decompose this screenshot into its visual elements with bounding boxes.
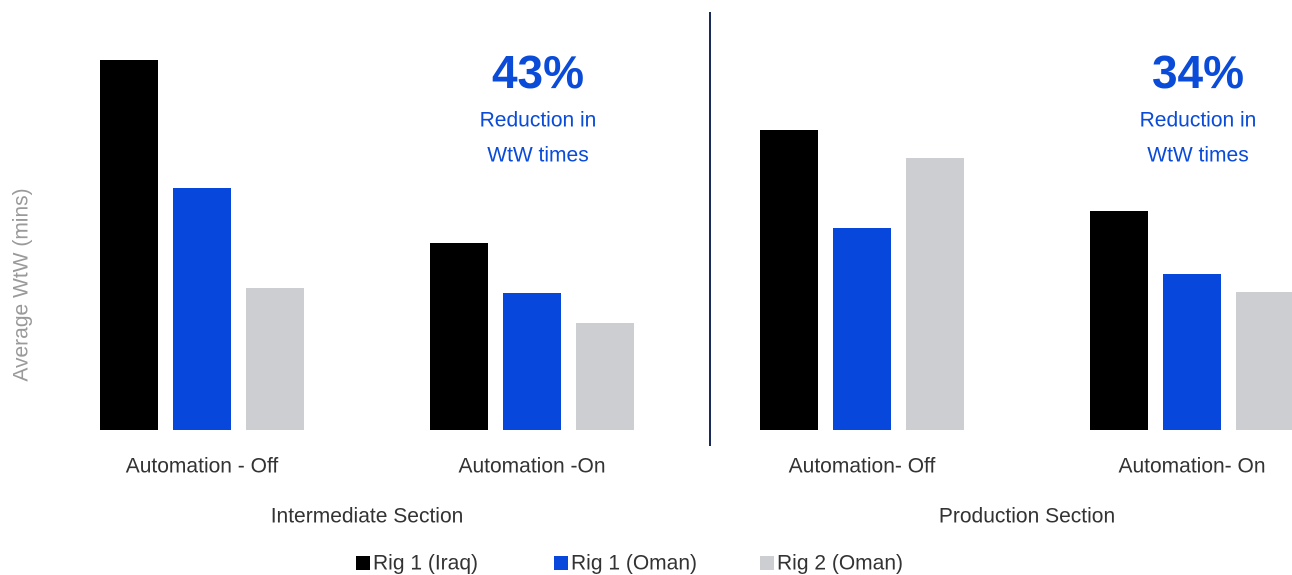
bar xyxy=(760,130,818,430)
bar xyxy=(906,158,964,430)
legend-label: Rig 1 (Iraq) xyxy=(373,552,478,575)
bar xyxy=(576,323,634,430)
bar xyxy=(1090,211,1148,430)
bar xyxy=(173,188,231,430)
bar xyxy=(1236,292,1292,430)
annotation-text: WtW times xyxy=(487,144,588,167)
x-tick-label: Automation- Off xyxy=(789,455,936,478)
bar xyxy=(833,228,891,430)
legend-swatch xyxy=(554,556,568,570)
annotation-value: 43% xyxy=(492,46,584,98)
x-tick-label: Automation -On xyxy=(458,455,605,478)
bar xyxy=(503,293,561,430)
bar xyxy=(430,243,488,430)
x-tick-label: Automation - Off xyxy=(126,455,279,478)
annotation-value: 34% xyxy=(1152,46,1244,98)
x-tick-label: Automation- On xyxy=(1118,455,1265,478)
legend-swatch xyxy=(760,556,774,570)
bar xyxy=(246,288,304,430)
annotation-text: WtW times xyxy=(1147,144,1248,167)
legend-label: Rig 2 (Oman) xyxy=(777,552,903,575)
bar xyxy=(100,60,158,430)
bar xyxy=(1163,274,1221,430)
annotation-text: Reduction in xyxy=(1140,109,1257,132)
group-label: Intermediate Section xyxy=(271,505,464,528)
annotation-text: Reduction in xyxy=(480,109,597,132)
group-label: Production Section xyxy=(939,505,1115,528)
legend-label: Rig 1 (Oman) xyxy=(571,552,697,575)
y-axis-label: Average WtW (mins) xyxy=(10,188,33,381)
legend-swatch xyxy=(356,556,370,570)
